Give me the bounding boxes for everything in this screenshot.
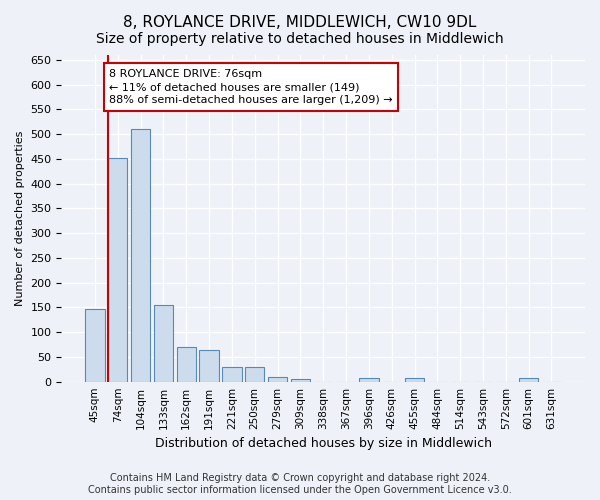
Bar	[245, 367, 265, 382]
X-axis label: Distribution of detached houses by size in Middlewich: Distribution of detached houses by size …	[155, 437, 492, 450]
Text: 8 ROYLANCE DRIVE: 76sqm
← 11% of detached houses are smaller (149)
88% of semi-d: 8 ROYLANCE DRIVE: 76sqm ← 11% of detache…	[109, 69, 392, 106]
Y-axis label: Number of detached properties: Number of detached properties	[15, 130, 25, 306]
Bar	[176, 347, 196, 382]
Bar	[85, 309, 104, 382]
Bar	[154, 305, 173, 382]
Bar	[290, 378, 310, 382]
Bar	[108, 158, 127, 382]
Bar	[359, 378, 379, 382]
Bar	[131, 129, 150, 382]
Text: 8, ROYLANCE DRIVE, MIDDLEWICH, CW10 9DL: 8, ROYLANCE DRIVE, MIDDLEWICH, CW10 9DL	[124, 15, 476, 30]
Bar	[519, 378, 538, 382]
Text: Contains HM Land Registry data © Crown copyright and database right 2024.
Contai: Contains HM Land Registry data © Crown c…	[88, 474, 512, 495]
Bar	[268, 376, 287, 382]
Bar	[405, 378, 424, 382]
Text: Size of property relative to detached houses in Middlewich: Size of property relative to detached ho…	[96, 32, 504, 46]
Bar	[199, 350, 219, 382]
Bar	[222, 367, 242, 382]
